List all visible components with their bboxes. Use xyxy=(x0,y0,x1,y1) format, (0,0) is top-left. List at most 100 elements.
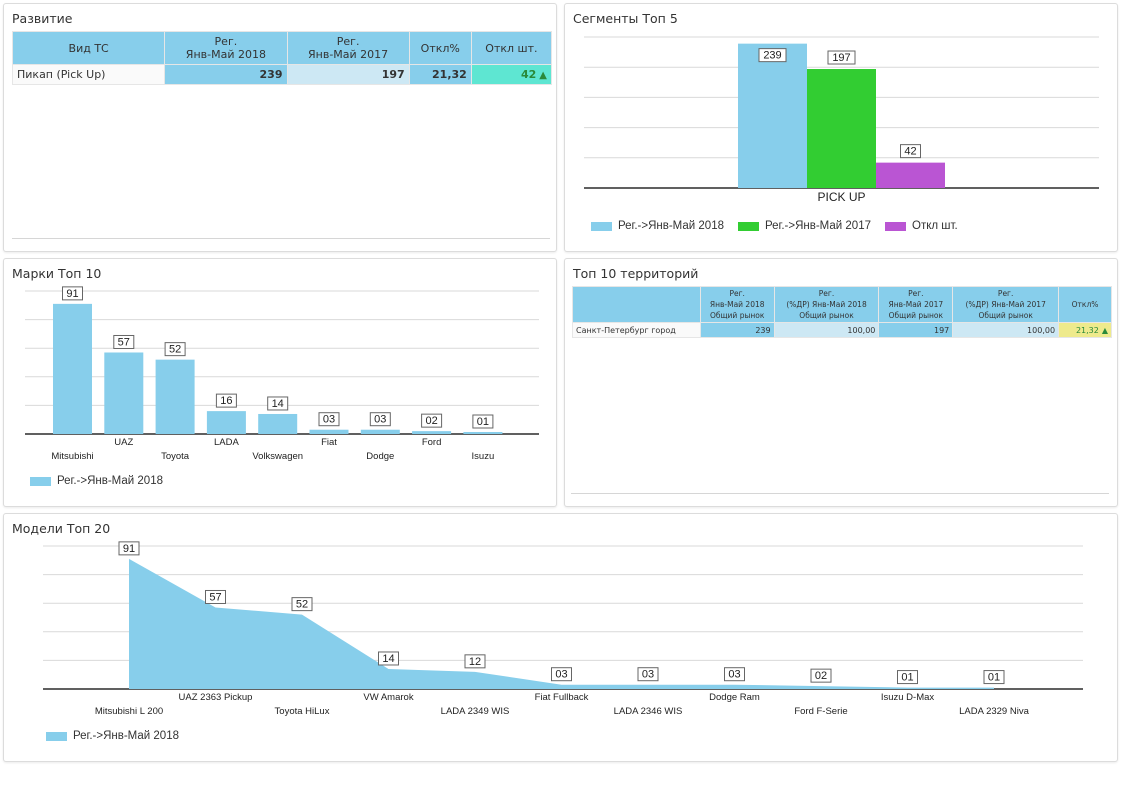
reg-2018-cell: 239 xyxy=(699,322,775,338)
column-header[interactable]: Рег. Янв-Май 2017 xyxy=(286,31,410,65)
legend-label: Рег.->Янв-Май 2018 xyxy=(618,220,724,232)
column-header[interactable]: Откл шт. xyxy=(470,31,553,65)
legend-item[interactable]: Рег.->Янв-Май 2017 xyxy=(738,220,871,232)
data-label: 57 xyxy=(118,336,130,348)
territories-table: Рег. Янв-Май 2018 Общий рынок Рег. (%ДР)… xyxy=(572,286,1112,338)
legend-swatch xyxy=(885,221,906,231)
data-label: 03 xyxy=(642,669,654,681)
legend-item[interactable]: Рег.->Янв-Май 2018 xyxy=(46,730,179,742)
column-header[interactable]: Рег. Янв-Май 2018 Общий рынок xyxy=(699,286,775,323)
table-row[interactable]: Санкт-Петербург город 239 100,00 197 100… xyxy=(572,322,1112,338)
data-label: 52 xyxy=(169,344,181,356)
data-label-box xyxy=(267,396,289,411)
data-label: 91 xyxy=(123,543,135,555)
legend-item[interactable]: Откл шт. xyxy=(885,220,958,232)
table-row[interactable]: Пикап (Pick Up) 239 197 21,32 42 ▲ xyxy=(11,64,553,85)
data-label: 02 xyxy=(815,670,827,682)
x-tick-label: UAZ 2363 Pickup xyxy=(179,692,253,703)
x-tick-label: Volkswagen xyxy=(252,451,303,462)
area-series xyxy=(129,558,994,689)
bar xyxy=(258,413,298,434)
x-tick-label: PICK UP xyxy=(817,190,865,204)
x-tick-label: LADA 2346 WIS xyxy=(614,706,683,717)
deviation-pct-cell: 21,32 ▲ xyxy=(1058,322,1112,338)
column-header[interactable]: Рег. (%ДР) Янв-Май 2017 Общий рынок xyxy=(952,286,1060,323)
segments-chart: 239 197 42 PICK UP xyxy=(584,36,1099,204)
data-label-box xyxy=(827,50,856,65)
data-label: 03 xyxy=(555,669,567,681)
bar xyxy=(463,432,503,434)
data-label-box xyxy=(291,597,313,612)
data-label: 12 xyxy=(469,656,481,668)
bar xyxy=(412,431,452,434)
deviation-pct-value: 21,32 xyxy=(1075,325,1099,335)
bar xyxy=(155,359,195,434)
x-tick-label: Dodge Ram xyxy=(709,692,760,703)
x-tick-label: Isuzu xyxy=(472,451,495,462)
bar xyxy=(738,43,807,189)
data-label-box xyxy=(900,144,921,159)
data-label-box xyxy=(724,667,745,682)
share-2018-cell: 100,00 xyxy=(773,322,880,338)
column-header[interactable]: Вид ТС xyxy=(11,31,166,65)
panel-title: Модели Топ 20 xyxy=(12,521,111,536)
arrow-up-icon: ▲ xyxy=(539,70,547,81)
column-header[interactable]: Рег. (%ДР) Янв-Май 2018 Общий рынок xyxy=(773,286,880,323)
data-label: 03 xyxy=(728,669,740,681)
data-label: 52 xyxy=(296,599,308,611)
data-label-box xyxy=(810,668,832,683)
x-tick-label: UAZ xyxy=(114,437,133,448)
data-label-box xyxy=(637,667,659,682)
vehicle-type-cell: Пикап (Pick Up) xyxy=(11,64,166,85)
data-label: 01 xyxy=(901,672,913,684)
bar xyxy=(104,352,144,434)
panel-title: Развитие xyxy=(12,11,73,26)
x-tick-label: Toyota HiLux xyxy=(275,706,330,717)
development-panel: Развитие Вид ТС Рег. Янв-Май 2018 Рег. Я… xyxy=(3,3,557,252)
x-tick-label: LADA 2349 WIS xyxy=(441,706,510,717)
x-tick-label: Ford xyxy=(422,437,442,448)
data-label: 197 xyxy=(832,52,850,64)
brands-chart: 91 Mitsubishi 57 UAZ 52 Toyota 16 LADA 14 Volkswa… xyxy=(25,286,539,462)
legend-swatch xyxy=(591,221,612,231)
column-header[interactable]: Рег. Янв-Май 2017 Общий рынок xyxy=(878,286,954,323)
legend-swatch xyxy=(46,731,67,741)
deviation-units-cell: 42 ▲ xyxy=(470,64,553,85)
deviation-units-value: 42 xyxy=(520,68,537,81)
column-header[interactable] xyxy=(572,286,701,323)
data-label: 03 xyxy=(323,414,335,426)
data-label: 42 xyxy=(904,146,916,158)
data-label-box xyxy=(118,541,140,556)
bar xyxy=(206,411,246,434)
reg-2017-cell: 197 xyxy=(286,64,410,85)
data-label-box xyxy=(113,334,135,349)
data-label-box xyxy=(215,393,237,408)
data-label-box xyxy=(551,667,572,682)
legend-item[interactable]: Рег.->Янв-Май 2018 xyxy=(591,220,724,232)
territory-name-cell: Санкт-Петербург город xyxy=(572,322,701,338)
data-label-box xyxy=(758,48,787,63)
data-label: 14 xyxy=(272,398,284,410)
segments-panel: Сегменты Топ 5 239 197 42 PICK UP Рег.->Янв… xyxy=(564,3,1118,252)
data-label-box xyxy=(318,412,340,427)
bar xyxy=(309,429,349,434)
brands-panel: Марки Топ 10 91 Mitsubishi 57 UAZ 52 Toyota 16… xyxy=(3,258,557,507)
x-tick-label: LADA xyxy=(214,437,239,448)
chart-legend: Рег.->Янв-Май 2018 xyxy=(30,475,177,487)
column-header[interactable]: Рег. Янв-Май 2018 xyxy=(164,31,288,65)
chart-legend: Рег.->Янв-Май 2018 xyxy=(46,730,193,742)
data-label: 01 xyxy=(477,416,489,428)
chart-legend: Рег.->Янв-Май 2018 Рег.->Янв-Май 2017 Откл… xyxy=(591,220,972,232)
legend-item[interactable]: Рег.->Янв-Май 2018 xyxy=(30,475,163,487)
data-label-box xyxy=(164,342,186,357)
x-tick-label: Ford F-Serie xyxy=(794,706,847,717)
share-2017-cell: 100,00 xyxy=(952,322,1060,338)
column-header[interactable]: Откл% xyxy=(408,31,472,65)
legend-label: Рег.->Янв-Май 2018 xyxy=(73,730,179,742)
reg-2017-cell: 197 xyxy=(878,322,954,338)
panel-title: Топ 10 территорий xyxy=(573,266,699,281)
x-tick-label: Dodge xyxy=(366,451,394,462)
x-tick-label: Fiat xyxy=(321,437,337,448)
data-label-box xyxy=(464,654,486,669)
column-header[interactable]: Откл% xyxy=(1058,286,1112,323)
